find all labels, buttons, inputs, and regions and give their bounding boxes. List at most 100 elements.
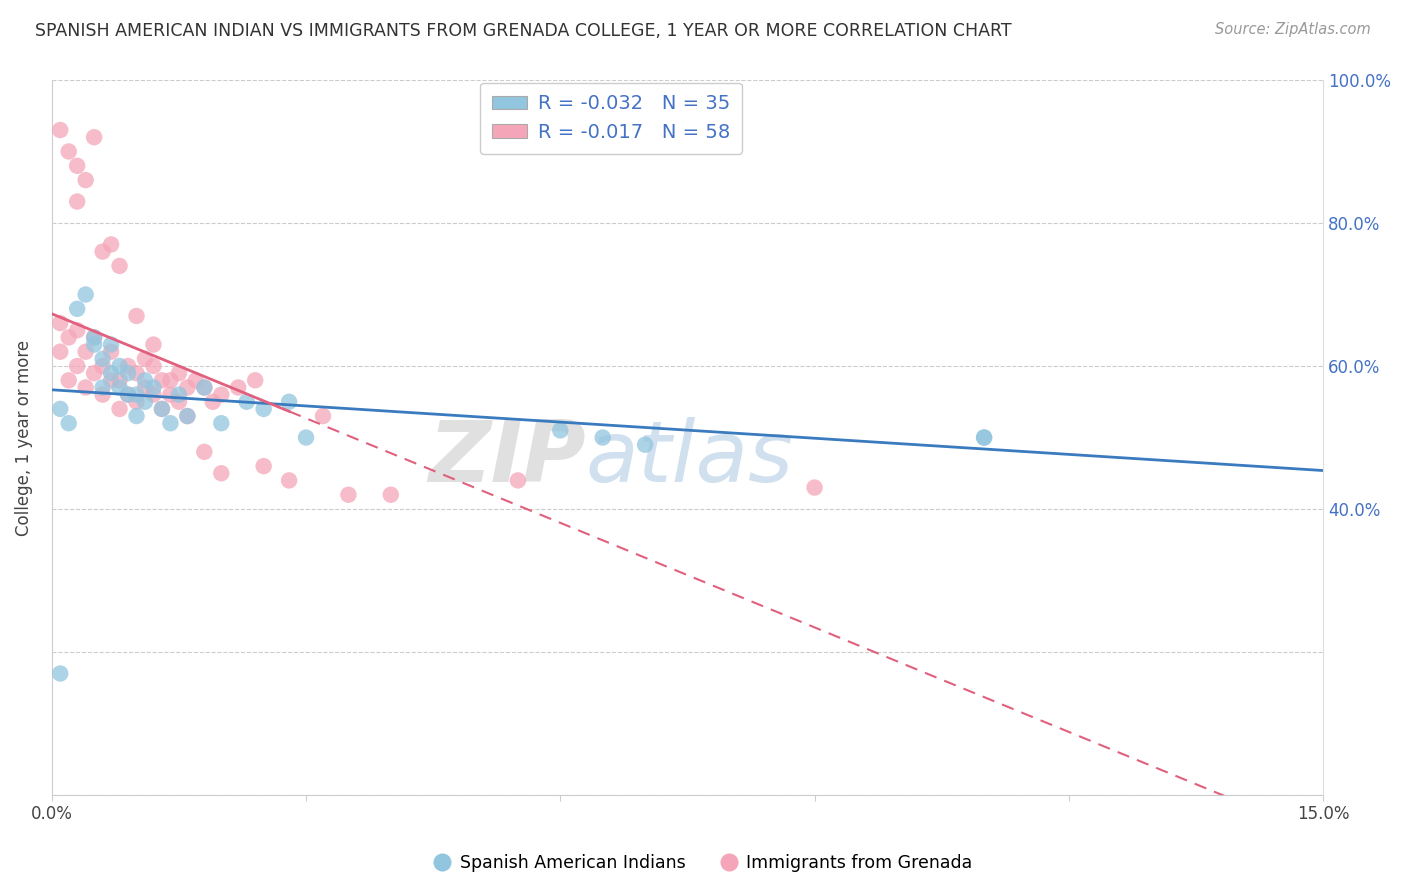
Point (100, 366, 122, 380)
Point (176, 380, 198, 394)
Point (100, 237, 122, 252)
Point (134, 394, 156, 409)
Point (125, 387, 148, 401)
Point (235, 394, 257, 409)
Point (226, 380, 249, 394)
Point (201, 394, 224, 409)
Point (108, 380, 131, 394)
Point (134, 351, 156, 366)
Text: Source: ZipAtlas.com: Source: ZipAtlas.com (1215, 22, 1371, 37)
Point (117, 387, 139, 401)
Point (278, 474, 301, 488)
Point (193, 380, 215, 394)
Point (150, 401, 173, 416)
Point (49, 666, 72, 681)
Point (295, 430, 318, 444)
Point (83, 330, 105, 344)
Point (91, 380, 114, 394)
Text: atlas: atlas (586, 417, 794, 500)
Point (167, 387, 190, 401)
Point (150, 373, 173, 387)
Point (142, 380, 165, 394)
Point (83, 366, 105, 380)
Point (75, 380, 97, 394)
Point (278, 394, 301, 409)
Point (193, 380, 215, 394)
Point (125, 394, 148, 409)
Point (117, 366, 139, 380)
Point (75, 173, 97, 187)
Point (253, 401, 276, 416)
Point (58, 145, 80, 159)
Point (100, 373, 122, 387)
Legend: R = -0.032   N = 35, R = -0.017   N = 58: R = -0.032 N = 35, R = -0.017 N = 58 (479, 83, 742, 153)
Text: ZIP: ZIP (427, 417, 586, 500)
Point (83, 130, 105, 145)
Point (49, 123, 72, 137)
Point (66, 323, 89, 337)
Point (75, 287, 97, 301)
Point (209, 387, 232, 401)
Point (49, 401, 72, 416)
Point (49, 344, 72, 359)
Point (380, 488, 402, 502)
Point (142, 387, 165, 401)
Legend: Spanish American Indians, Immigrants from Grenada: Spanish American Indians, Immigrants fro… (426, 847, 980, 879)
Point (108, 401, 131, 416)
Point (167, 394, 190, 409)
Point (91, 244, 114, 259)
Point (209, 416, 232, 430)
Point (134, 373, 156, 387)
Point (253, 459, 276, 474)
Point (184, 373, 207, 387)
Point (125, 409, 148, 423)
Point (117, 359, 139, 373)
Point (83, 330, 105, 344)
Point (973, 430, 995, 444)
Point (58, 416, 80, 430)
Point (100, 344, 122, 359)
Point (75, 344, 97, 359)
Point (142, 359, 165, 373)
Point (803, 481, 825, 495)
Point (592, 430, 614, 444)
Point (66, 194, 89, 209)
Point (550, 423, 572, 437)
Point (176, 409, 198, 423)
Point (312, 409, 335, 423)
Point (66, 301, 89, 316)
Point (159, 387, 181, 401)
Point (142, 337, 165, 351)
Point (176, 409, 198, 423)
Point (125, 366, 148, 380)
Point (243, 373, 266, 387)
Point (193, 445, 215, 459)
Point (108, 259, 131, 273)
Point (134, 380, 156, 394)
Point (66, 359, 89, 373)
Point (108, 359, 131, 373)
Point (91, 351, 114, 366)
Point (66, 159, 89, 173)
Point (91, 359, 114, 373)
Point (83, 337, 105, 351)
Y-axis label: College, 1 year or more: College, 1 year or more (15, 340, 32, 535)
Point (58, 373, 80, 387)
Point (100, 337, 122, 351)
Point (108, 373, 131, 387)
Point (159, 373, 181, 387)
Point (506, 474, 529, 488)
Point (117, 387, 139, 401)
Point (150, 401, 173, 416)
Point (91, 387, 114, 401)
Point (973, 430, 995, 444)
Point (159, 416, 181, 430)
Point (167, 366, 190, 380)
Point (634, 438, 657, 452)
Point (125, 309, 148, 323)
Point (209, 467, 232, 481)
Point (49, 316, 72, 330)
Text: SPANISH AMERICAN INDIAN VS IMMIGRANTS FROM GRENADA COLLEGE, 1 YEAR OR MORE CORRE: SPANISH AMERICAN INDIAN VS IMMIGRANTS FR… (35, 22, 1012, 40)
Point (337, 488, 360, 502)
Point (58, 330, 80, 344)
